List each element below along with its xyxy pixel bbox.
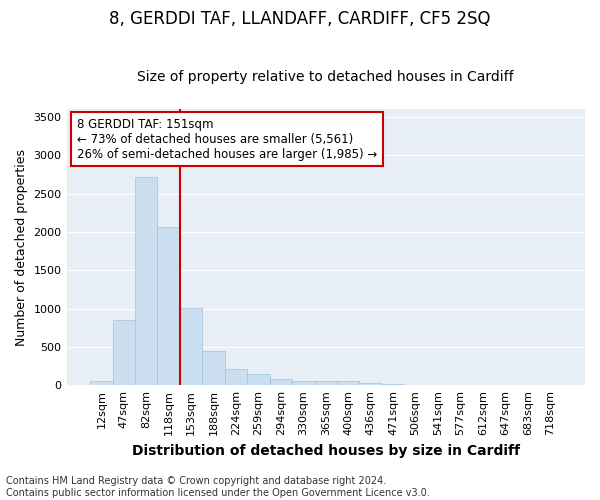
Bar [292, 381, 314, 385]
Bar [269, 379, 292, 385]
Bar [359, 383, 382, 385]
Title: Size of property relative to detached houses in Cardiff: Size of property relative to detached ho… [137, 70, 514, 85]
Bar [113, 320, 135, 385]
Bar [135, 176, 157, 385]
Bar [382, 384, 404, 385]
Text: 8 GERDDI TAF: 151sqm
← 73% of detached houses are smaller (5,561)
26% of semi-de: 8 GERDDI TAF: 151sqm ← 73% of detached h… [77, 118, 377, 160]
Bar [314, 382, 337, 385]
Text: Contains HM Land Registry data © Crown copyright and database right 2024.
Contai: Contains HM Land Registry data © Crown c… [6, 476, 430, 498]
Bar [247, 374, 269, 385]
Bar [337, 382, 359, 385]
Bar [180, 308, 202, 385]
Bar [90, 381, 113, 385]
Bar [202, 350, 225, 385]
X-axis label: Distribution of detached houses by size in Cardiff: Distribution of detached houses by size … [132, 444, 520, 458]
Bar [157, 228, 180, 385]
Bar [225, 369, 247, 385]
Text: 8, GERDDI TAF, LLANDAFF, CARDIFF, CF5 2SQ: 8, GERDDI TAF, LLANDAFF, CARDIFF, CF5 2S… [109, 10, 491, 28]
Y-axis label: Number of detached properties: Number of detached properties [15, 148, 28, 346]
